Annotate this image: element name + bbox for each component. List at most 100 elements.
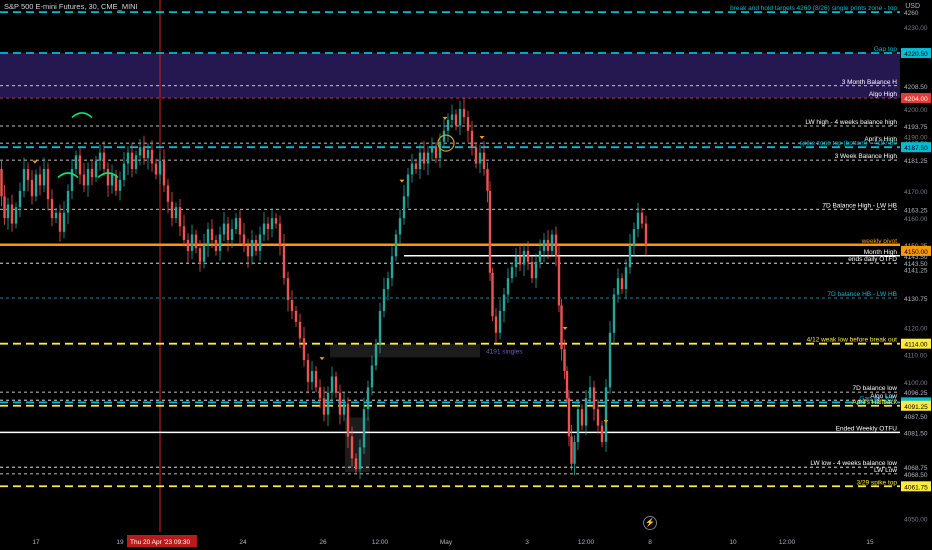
candle-body bbox=[58, 212, 62, 232]
candle-body bbox=[410, 163, 414, 175]
candle-body bbox=[230, 229, 234, 240]
price-badge-label: 4187.50 bbox=[904, 145, 928, 152]
x-tick-label: May bbox=[440, 539, 453, 546]
currency-label: USD bbox=[905, 3, 920, 10]
candle-body bbox=[612, 294, 616, 333]
candle-body bbox=[70, 169, 74, 191]
price-badge-label: 4150.00 bbox=[904, 249, 928, 256]
candle-body bbox=[346, 403, 350, 437]
candle-body bbox=[604, 387, 608, 442]
price-badge-label: 4204.00 bbox=[904, 96, 928, 103]
candle-body bbox=[454, 114, 458, 126]
x-tick-label: 17 bbox=[32, 539, 40, 546]
price-badge bbox=[901, 142, 931, 153]
candle-body bbox=[318, 387, 322, 399]
candle-body bbox=[270, 218, 274, 230]
candle-body bbox=[608, 332, 612, 388]
candle-body bbox=[576, 409, 580, 442]
level-label: break and hold targets 4260 (8/26) singl… bbox=[730, 5, 897, 12]
y-tick-label: 4200.00 bbox=[904, 107, 928, 114]
candle-body bbox=[542, 239, 546, 251]
price-scale[interactable] bbox=[900, 0, 932, 532]
candle-body bbox=[506, 278, 510, 295]
candle-body bbox=[398, 218, 402, 235]
candle-body bbox=[570, 436, 573, 464]
lightning-icon[interactable]: ⚡ bbox=[643, 516, 657, 530]
level-label: spike zone top (bottom) - 4187.50 bbox=[800, 140, 898, 147]
candle-body bbox=[254, 239, 258, 251]
price-badge bbox=[901, 481, 931, 492]
candle-body bbox=[202, 245, 206, 262]
price-badge-label: 4061.75 bbox=[904, 484, 928, 491]
candle-body bbox=[94, 160, 98, 178]
candle-body bbox=[366, 387, 370, 410]
candle-body bbox=[50, 199, 54, 219]
candle-body bbox=[644, 223, 648, 246]
candle-body bbox=[350, 436, 354, 459]
price-badge-label: 4091.25 bbox=[904, 404, 928, 411]
y-tick-label: 4050.00 bbox=[904, 516, 928, 523]
candle-body bbox=[258, 234, 262, 251]
candle-body bbox=[154, 163, 158, 175]
candle-body bbox=[354, 458, 358, 470]
candle-body bbox=[488, 190, 492, 273]
candle-body bbox=[0, 169, 3, 197]
candle-body bbox=[510, 267, 514, 279]
symbol-title: S&P 500 E-mini Futures, 30, CME_MINI bbox=[4, 2, 138, 11]
x-tick-label: 12:00 bbox=[372, 539, 389, 546]
candle-body bbox=[526, 250, 530, 262]
candle-body bbox=[182, 226, 186, 240]
candle-body bbox=[596, 409, 600, 426]
x-tick-label: 19 bbox=[116, 539, 124, 546]
level-label: 3 Week Balance High bbox=[835, 153, 898, 160]
candle-body bbox=[414, 163, 418, 170]
candle-body bbox=[26, 169, 30, 180]
x-tick-label: 24 bbox=[239, 539, 247, 546]
marker-icon bbox=[442, 116, 448, 120]
marker-icon bbox=[479, 136, 485, 139]
candle-body bbox=[246, 245, 250, 257]
candle-body bbox=[22, 169, 26, 191]
candle-body bbox=[10, 204, 14, 224]
candle-body bbox=[450, 114, 454, 120]
candle-body bbox=[494, 316, 498, 333]
candle-body bbox=[358, 447, 362, 470]
price-label: 4068.50 bbox=[904, 472, 928, 479]
candle-body bbox=[186, 239, 190, 251]
price-label: 4130.75 bbox=[904, 296, 928, 303]
candle-body bbox=[286, 278, 290, 301]
candle-body bbox=[62, 212, 66, 232]
crosshair-time-badge bbox=[127, 535, 197, 547]
candle-body bbox=[18, 190, 22, 208]
candle-body bbox=[438, 141, 442, 159]
level-label: 7D balance HB - LW HB bbox=[827, 291, 897, 298]
candle-body bbox=[636, 212, 640, 230]
candle-body bbox=[82, 174, 86, 186]
time-scale[interactable] bbox=[0, 532, 932, 550]
candle-body bbox=[470, 130, 474, 148]
candle-body bbox=[178, 207, 182, 227]
candle-body bbox=[557, 256, 561, 306]
level-label: LW Low bbox=[874, 467, 897, 474]
candle-body bbox=[382, 289, 386, 311]
price-badge bbox=[901, 245, 931, 256]
candle-body bbox=[554, 234, 558, 257]
level-label: Algo Low bbox=[870, 393, 897, 400]
candle-body bbox=[42, 169, 46, 186]
candle-body bbox=[162, 160, 166, 186]
candle-body bbox=[314, 370, 318, 388]
candle-body bbox=[142, 147, 146, 159]
price-label: 4068.75 bbox=[904, 465, 928, 472]
candle-body bbox=[538, 250, 542, 262]
candle-body bbox=[90, 169, 94, 178]
candle-body bbox=[565, 370, 569, 399]
candle-body bbox=[294, 310, 298, 322]
price-label: 4143.50 bbox=[904, 254, 928, 261]
candle-body bbox=[418, 152, 422, 170]
candle-body bbox=[302, 338, 306, 361]
candle-body bbox=[290, 300, 294, 311]
candle-body bbox=[362, 409, 366, 448]
price-badge-label: 4220.50 bbox=[904, 51, 928, 58]
x-tick-label: 12:00 bbox=[578, 539, 595, 546]
